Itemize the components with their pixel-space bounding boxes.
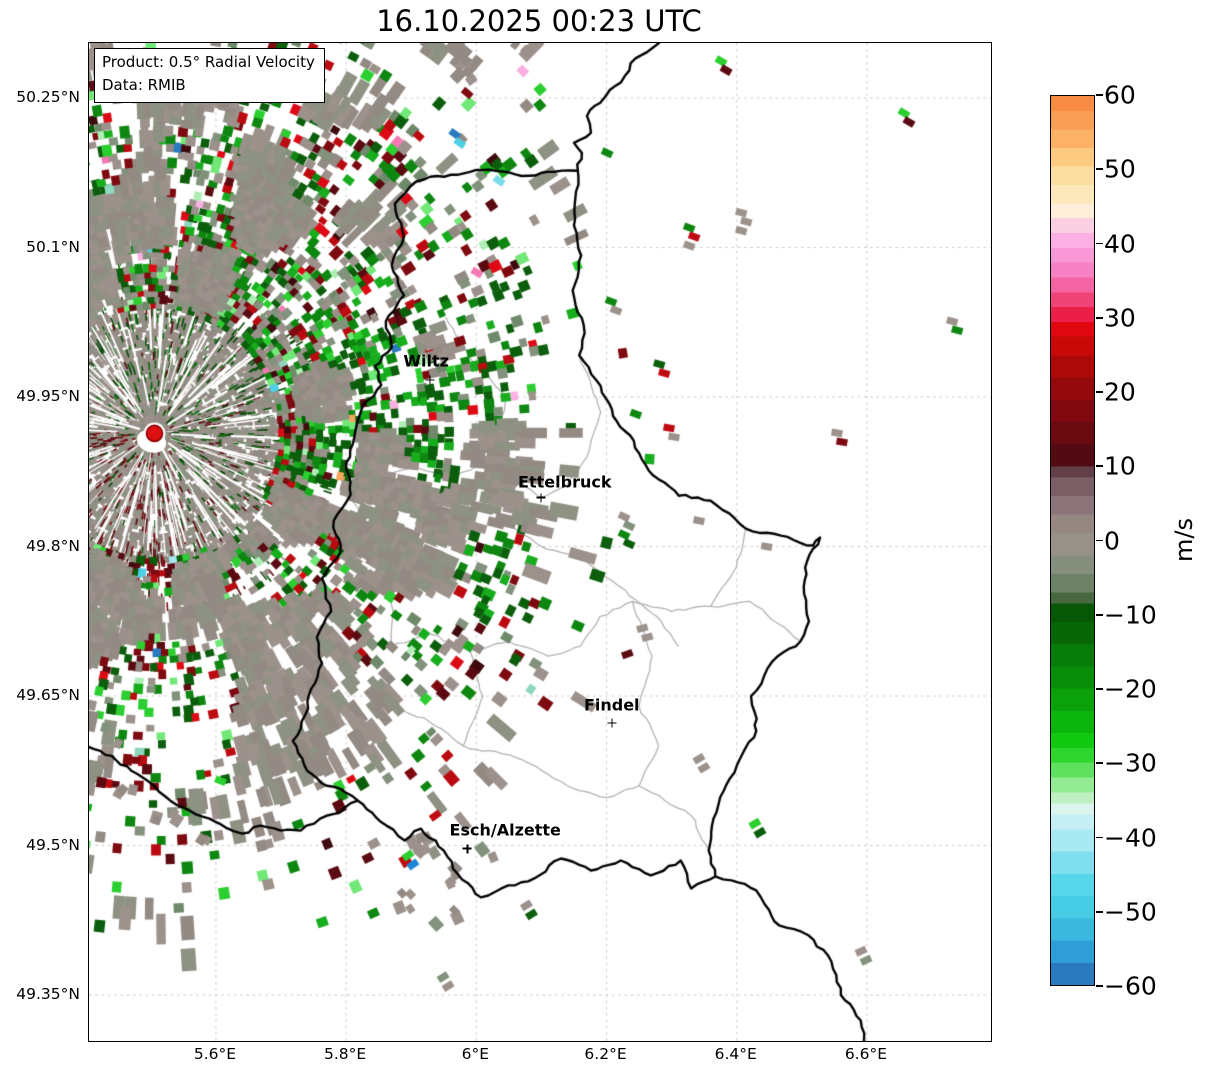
colorbar-tick-mark [1096,762,1103,765]
lat-tick-label: 49.8°N [26,536,80,555]
lat-tick-label: 49.35°N [16,985,80,1004]
colorbar-tick-label: 10 [1104,451,1136,481]
city-label: Esch/Alzette [449,820,561,840]
lon-tick-label: 6°E [461,1045,490,1063]
lat-tick-label: 50.1°N [26,237,80,256]
colorbar-tick-label: −40 [1104,823,1157,852]
lon-tick-label: 5.8°E [324,1045,367,1063]
colorbar-tick-label: 0 [1104,526,1120,555]
lat-tick-labels: 50.25°N 50.1°N 49.95°N 49.8°N 49.65°N 49.5°N 4… [0,42,80,1040]
colorbar-tick-mark [1096,613,1103,616]
map-axes: Product: 0.5° Radial Velocity Data: RMIB… [88,42,992,1042]
city-marker [536,493,546,503]
colorbar-tick-label: −30 [1104,748,1157,778]
colorbar-tick-mark [1096,168,1103,171]
colorbar-tick-label: 30 [1104,303,1136,333]
lon-tick-label: 6.2°E [584,1045,627,1063]
colorbar-tick-label: −20 [1104,674,1157,704]
colorbar-tick-label: −10 [1104,600,1157,630]
colorbar-tick-label: 60 [1104,80,1136,110]
figure-title: 16.10.2025 00:23 UTC [376,4,702,38]
colorbar-tick-label: −60 [1104,971,1157,1001]
product-label: Product: 0.5° Radial Velocity [102,53,315,71]
lon-tick-labels: 5.6°E 5.8°E 6°E 6.2°E 6.4°E 6.6°E [88,1045,990,1069]
colorbar-unit-label: m/s [1170,518,1198,562]
colorbar-tick-mark [1096,836,1103,839]
colorbar-tick-mark [1096,242,1103,245]
colorbar-tick-mark [1096,985,1103,987]
city-label: Findel [583,695,640,715]
colorbar-tick-label: 50 [1104,154,1136,184]
colorbar-tick-mark [1096,391,1103,393]
lon-tick-label: 6.4°E [714,1045,757,1063]
colorbar-tick-mark [1096,316,1103,319]
city-annotation-layer: Wiltz Ettelbruck Findel Esch/Alzette [89,43,991,1041]
lat-tick-label: 50.25°N [16,88,80,107]
lon-tick-label: 5.6°E [193,1045,237,1063]
city-label: Ettelbruck [518,472,612,492]
colorbar-gradient [1050,95,1095,986]
city-marker [425,375,435,385]
lat-tick-label: 49.5°N [26,835,80,854]
colorbar-tick-label: 40 [1104,229,1136,258]
lat-tick-label: 49.95°N [16,387,80,406]
colorbar-tick-mark [1096,94,1103,96]
city-label: Wiltz [403,351,449,371]
city-marker [462,844,472,854]
colorbar-tick-mark [1096,688,1103,690]
colorbar-tick-mark [1096,539,1103,542]
colorbar-tick-mark [1096,910,1103,913]
data-source-label: Data: RMIB [102,76,186,95]
lat-tick-label: 49.65°N [16,686,80,705]
colorbar-tick-label: 20 [1104,377,1136,407]
colorbar-tick-label: −50 [1104,897,1157,927]
product-info-box: Product: 0.5° Radial Velocity Data: RMIB [94,48,325,103]
colorbar-tick-mark [1096,465,1103,468]
radar-map-canvas [89,43,991,1041]
city-marker [607,718,617,728]
lon-tick-label: 6.6°E [844,1045,888,1063]
